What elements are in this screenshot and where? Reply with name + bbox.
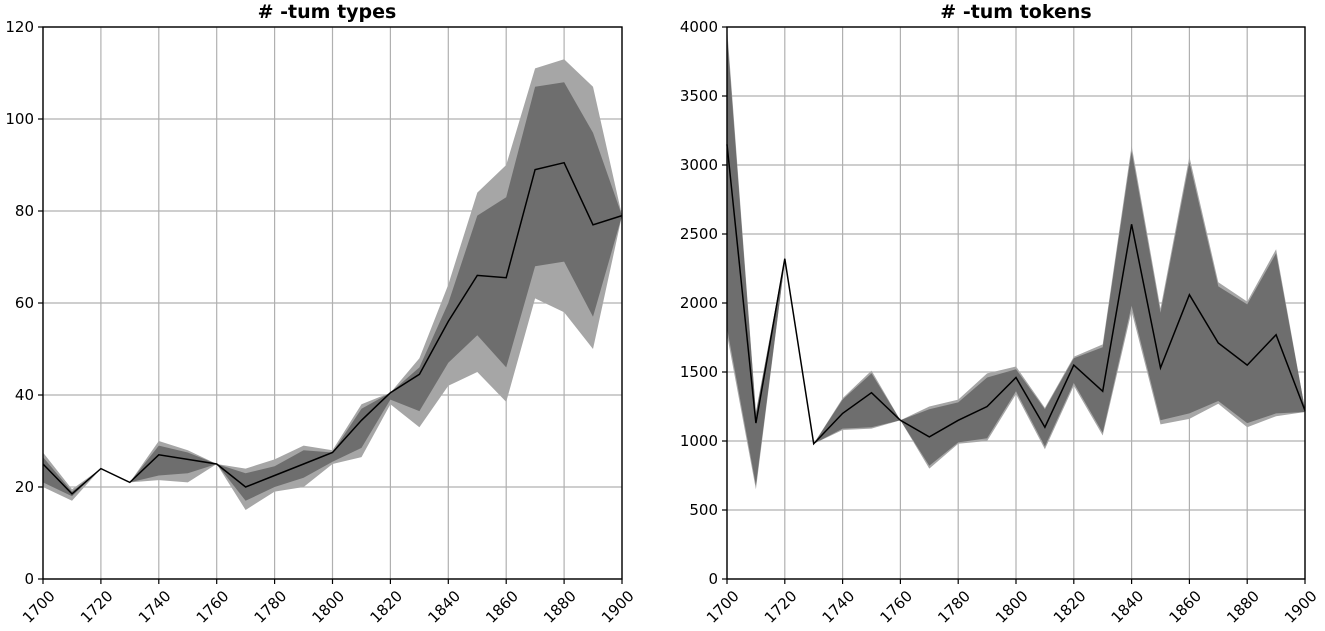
types-xtick-label: 1760 xyxy=(193,587,233,627)
types-ytick-label: 0 xyxy=(24,570,34,588)
types-xtick-label: 1700 xyxy=(19,587,59,627)
tokens-xtick-label: 1800 xyxy=(992,587,1032,627)
tokens-ytick-label: 2000 xyxy=(680,294,718,312)
types-xtick-label: 1900 xyxy=(598,587,638,627)
types-xtick-label: 1800 xyxy=(309,587,349,627)
tokens-xtick-label: 1780 xyxy=(934,587,974,627)
tokens-inner-band xyxy=(727,33,1305,486)
tokens-xtick-label: 1700 xyxy=(703,587,743,627)
types-xtick-label: 1720 xyxy=(77,587,117,627)
tokens-ytick-label: 3000 xyxy=(680,156,718,174)
tokens-ytick-label: 3500 xyxy=(680,87,718,105)
tokens-xtick-label: 1760 xyxy=(876,587,916,627)
tokens-mean-line xyxy=(726,144,1306,446)
tokens-xtick-label: 1720 xyxy=(761,587,801,627)
tokens-xtick-label: 1820 xyxy=(1050,587,1090,627)
types-ytick-label: 80 xyxy=(15,202,34,220)
tokens-chart-title: # -tum tokens xyxy=(940,1,1091,23)
tokens-xtick-label: 1860 xyxy=(1165,587,1205,627)
tokens-xtick-label: 1880 xyxy=(1223,587,1263,627)
types-ytick-label: 60 xyxy=(15,294,34,312)
tokens-chart-panel: # -tum tokens 0 500 1000 1500 2000 2500 3000 35… xyxy=(680,1,1321,627)
tokens-ytick-label: 1000 xyxy=(680,432,718,450)
tokens-xtick-label: 1740 xyxy=(819,587,859,627)
tokens-ytick-label: 2500 xyxy=(680,225,718,243)
tokens-ytick-label: 0 xyxy=(708,570,718,588)
types-inner-band xyxy=(43,82,622,501)
types-xtick-label: 1860 xyxy=(482,587,522,627)
types-xtick-label: 1880 xyxy=(540,587,580,627)
tokens-ytick-label: 500 xyxy=(689,501,718,519)
tokens-xtick-label: 1840 xyxy=(1108,587,1148,627)
types-ytick-label: 120 xyxy=(5,18,34,36)
types-xtick-label: 1740 xyxy=(135,587,175,627)
types-ytick-label: 40 xyxy=(15,386,34,404)
types-ytick-label: 100 xyxy=(5,110,34,128)
types-ytick-label: 20 xyxy=(15,478,34,496)
types-xtick-label: 1820 xyxy=(366,587,406,627)
tokens-xtick-label: 1900 xyxy=(1281,587,1321,627)
tokens-ytick-label: 4000 xyxy=(680,18,718,36)
types-chart-panel: # -tum types 0 20 40 60 80 100 120 1700 1720 1740… xyxy=(5,1,637,627)
types-xtick-label: 1840 xyxy=(424,587,464,627)
types-mean-line xyxy=(42,161,623,495)
types-xtick-label: 1780 xyxy=(251,587,291,627)
types-chart-title: # -tum types xyxy=(258,1,397,23)
tokens-ytick-label: 1500 xyxy=(680,363,718,381)
